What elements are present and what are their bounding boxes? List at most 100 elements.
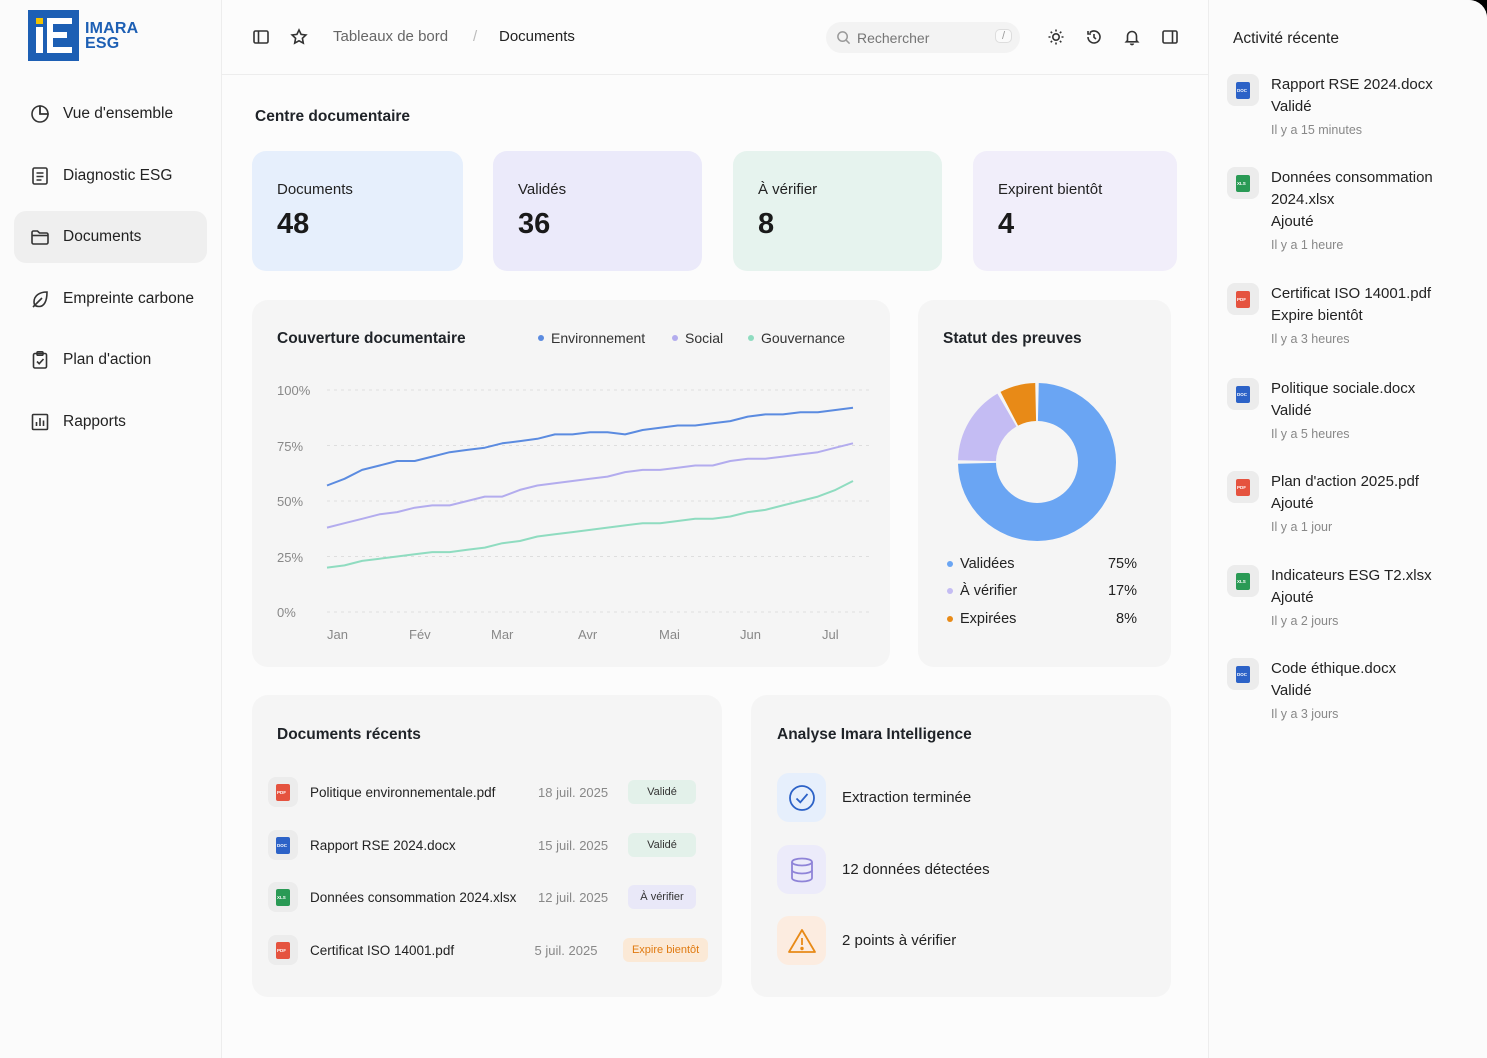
activity-status: Validé [1271,682,1312,699]
activity-item[interactable]: PDF Plan d'action 2025.pdf Ajouté Il y a 1… [1227,471,1477,534]
folder-icon [31,230,49,245]
sidebar-toggle-icon[interactable] [252,28,270,46]
stat-label: Expirent bientôt [998,181,1103,198]
activity-item[interactable]: XLS Données consommation 2024.xlsx Ajouté… [1227,167,1477,252]
table-row[interactable]: PDF Politique environnementale.pdf 18 ju… [268,773,708,811]
table-row[interactable]: PDF Certificat ISO 14001.pdf 5 juil. 202… [268,931,708,969]
sidebar: IMARA ESG Vue d'ensemble Diagnostic ESG D… [0,0,222,1058]
sidebar-item-label: Empreinte carbone [63,289,194,307]
activity-file-name[interactable]: Rapport RSE 2024.docx [1271,76,1433,93]
bar-chart-icon [31,413,49,430]
activity-file-name[interactable]: Code éthique.docx [1271,660,1397,677]
activity-item[interactable]: DOC Rapport RSE 2024.docx Validé Il y a 15… [1227,74,1477,137]
leaf-icon [32,290,48,308]
stat-card-expirent[interactable]: Expirent bientôt 4 [973,151,1177,271]
sidebar-item-label: Plan d'action [63,351,152,368]
bell-icon[interactable] [1123,28,1141,46]
sidebar-item-diagnostic[interactable]: Diagnostic ESG [14,150,207,202]
breadcrumb-current: Documents [499,28,575,45]
brand-logo[interactable]: IMARA ESG [28,10,138,61]
activity-file-name[interactable]: Certificat ISO 14001.pdf [1271,285,1432,302]
activity-item[interactable]: PDF Certificat ISO 14001.pdf Expire bient… [1227,283,1477,346]
x-tick-label: Avr [578,627,598,642]
stat-label: Validés [518,181,567,198]
y-tick-label: 50% [277,494,304,509]
sun-icon[interactable] [1047,28,1065,46]
sidebar-item-label: Diagnostic ESG [63,166,173,184]
search-input[interactable] [857,29,977,46]
stat-card-valides[interactable]: Validés 36 [493,151,702,271]
xlsx-file-icon: XLS [1227,565,1259,597]
y-tick-label: 100% [277,383,311,398]
activity-time: Il y a 2 jours [1271,614,1339,628]
x-tick-label: Mai [659,627,680,642]
doc-date: 5 juil. 2025 [534,942,598,958]
star-icon[interactable] [290,28,308,46]
doc-name[interactable]: Certificat ISO 14001.pdf [310,942,455,958]
pdf-file-icon: PDF [268,935,298,965]
sidebar-item-empreinte[interactable]: Empreinte carbone [14,273,207,325]
sidebar-item-rapports[interactable]: Rapports [14,396,207,448]
doc-date: 18 juil. 2025 [538,784,609,800]
proof-status-card [918,300,1171,667]
donut-legend-item: Validées 75% [947,556,1137,572]
donut-slice-1 [958,393,1017,462]
activity-status: Validé [1271,98,1312,115]
history-icon[interactable] [1085,28,1103,46]
right-panel-toggle-icon[interactable] [1161,28,1179,46]
pdf-file-icon: PDF [1227,471,1259,503]
ai-result-text: 2 points à vérifier [842,932,957,949]
sidebar-item-documents[interactable]: Documents [14,211,207,263]
top-bar: Tableaux de bord / Documents / [222,0,1208,75]
stat-value: 4 [998,208,1015,240]
status-badge: Expire bientôt [623,938,708,962]
ai-result-item: Extraction terminée [777,773,971,822]
check-circle-icon [777,773,826,822]
y-tick-label: 0% [277,605,296,620]
activity-time: Il y a 1 heure [1271,238,1344,252]
sidebar-item-label: Documents [63,228,142,245]
donut-slice-0 [958,383,1116,541]
legend-dot [947,616,953,622]
coverage-chart-card [252,300,890,667]
sidebar-item-vue-ensemble[interactable]: Vue d'ensemble [14,88,207,140]
x-tick-label: Fév [409,627,431,642]
doc-name[interactable]: Rapport RSE 2024.docx [310,837,456,853]
breadcrumb-parent[interactable]: Tableaux de bord [333,28,449,45]
docx-file-icon: DOC [1227,658,1259,690]
search-box[interactable]: / [826,22,1020,53]
clipboard-check-icon [32,350,48,369]
breadcrumb-separator: / [473,28,478,45]
donut-slice-2 [1000,383,1037,426]
activity-title: Activité récente [1233,30,1339,47]
doc-name[interactable]: Politique environnementale.pdf [310,784,496,800]
activity-status: Ajouté [1271,495,1314,512]
ai-result-item: 12 données détectées [777,845,990,894]
recent-documents-title: Documents récents [277,726,421,743]
stat-label: À vérifier [758,181,818,198]
activity-time: Il y a 3 heures [1271,332,1350,346]
docx-file-icon: DOC [268,830,298,860]
doc-date: 15 juil. 2025 [538,837,609,853]
activity-file-name[interactable]: Données consommation 2024.xlsx [1271,169,1433,208]
sidebar-item-plan-action[interactable]: Plan d'action [14,334,207,386]
table-row[interactable]: XLS Données consommation 2024.xlsx 12 ju… [268,878,708,916]
ai-result-text: Extraction terminée [842,789,972,806]
activity-item[interactable]: DOC Politique sociale.docx Validé Il y a 5… [1227,378,1477,441]
activity-file-name[interactable]: Plan d'action 2025.pdf [1271,473,1419,490]
activity-file-name[interactable]: Indicateurs ESG T2.xlsx [1271,567,1432,584]
stat-card-a-verifier[interactable]: À vérifier 8 [733,151,942,271]
activity-item[interactable]: XLS Indicateurs ESG T2.xlsx Ajouté Il y a … [1227,565,1477,628]
table-row[interactable]: DOC Rapport RSE 2024.docx 15 juil. 2025 … [268,826,708,864]
x-tick-label: Jun [740,627,761,642]
proof-status-donut [958,383,1116,541]
doc-name[interactable]: Données consommation 2024.xlsx [310,889,517,905]
legend-dot [947,561,953,567]
legend-item-environnement: Environnement [538,330,645,346]
x-tick-label: Jan [327,627,348,642]
activity-item[interactable]: DOC Code éthique.docx Validé Il y a 3 jour… [1227,658,1477,721]
donut-legend-item: À vérifier 17% [947,583,1137,599]
activity-file-name[interactable]: Politique sociale.docx [1271,380,1416,397]
stat-value: 48 [277,208,310,240]
stat-card-documents[interactable]: Documents 48 [252,151,463,271]
